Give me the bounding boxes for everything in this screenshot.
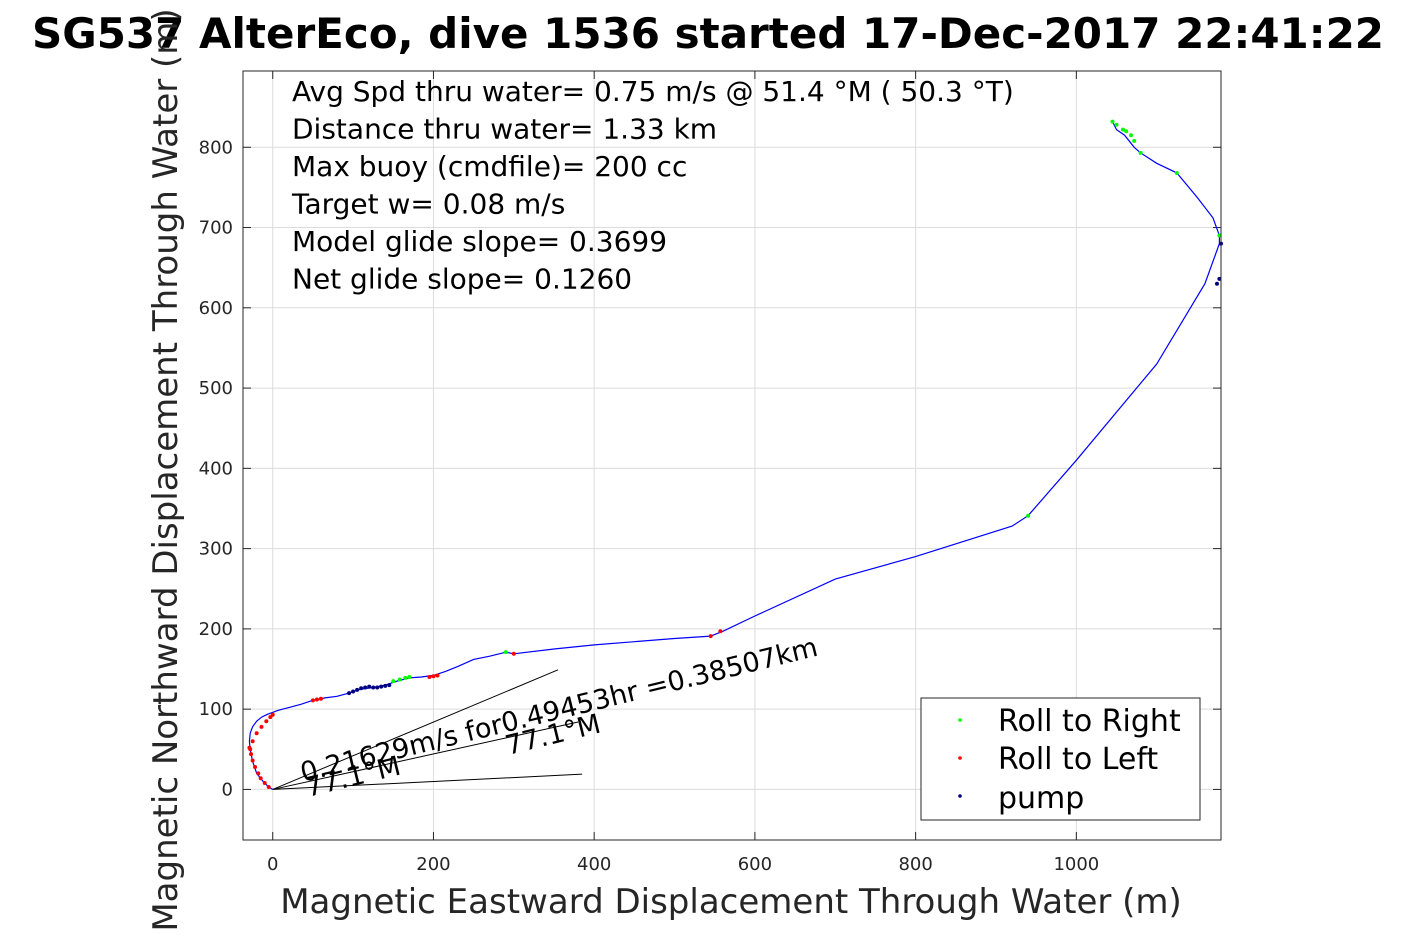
pump-point <box>1217 276 1222 281</box>
y-tick-label: 600 <box>199 298 233 319</box>
stats-line: Net glide slope= 0.1260 <box>292 263 632 296</box>
heading-lines <box>272 669 583 790</box>
x-axis-ticks: 0 200 400 600 800 1000 <box>267 71 1099 875</box>
heading-line <box>272 669 559 790</box>
roll-right-point <box>403 675 408 680</box>
pump-point <box>347 691 352 696</box>
plot-frame <box>242 70 1222 841</box>
x-tick-label: 600 <box>738 854 772 875</box>
roll-right-point <box>1132 138 1137 143</box>
pump-point <box>359 686 364 691</box>
pump-point <box>375 685 380 690</box>
stats-line: Max buoy (cmdfile)= 200 cc <box>292 150 687 183</box>
y-tick-label: 200 <box>199 619 233 640</box>
roll-left-point <box>249 752 254 757</box>
chart-title: SG537 AlterEco, dive 1536 started 17-Dec… <box>32 9 1384 58</box>
y-tick-label: 100 <box>199 699 233 720</box>
x-tick-label: 200 <box>416 854 450 875</box>
x-axis-label: Magnetic Eastward Displacement Through W… <box>280 882 1182 922</box>
roll-left-point <box>310 698 315 703</box>
roll-left-point <box>248 747 253 752</box>
y-tick-label: 300 <box>199 539 233 560</box>
roll-left-point <box>259 724 264 729</box>
roll-right-point <box>1110 119 1115 124</box>
stats-line: Model glide slope= 0.3699 <box>292 225 667 258</box>
roll-right-point <box>1128 133 1133 138</box>
stats-block: Avg Spd thru water= 0.75 m/s @ 51.4 °M (… <box>291 75 1014 296</box>
roll-right-point <box>1120 127 1125 132</box>
heading-line <box>272 773 583 790</box>
y-tick-label: 700 <box>199 218 233 239</box>
y-tick-label: 500 <box>199 378 233 399</box>
x-tick-label: 0 <box>267 854 278 875</box>
pump-point <box>355 687 360 692</box>
pump-point <box>371 685 376 690</box>
marker-points <box>247 119 1223 790</box>
roll-right-point <box>1217 233 1222 238</box>
legend-marker-pump <box>958 794 962 798</box>
roll-right-point <box>391 679 396 684</box>
stats-line: Avg Spd thru water= 0.75 m/s @ 51.4 °M (… <box>292 75 1014 108</box>
legend-label-roll-right: Roll to Right <box>998 704 1181 739</box>
legend-marker-roll-right <box>958 718 962 722</box>
roll-left-point <box>435 673 440 678</box>
roll-right-point <box>1124 129 1129 134</box>
x-tick-label: 400 <box>577 854 611 875</box>
roll-left-point <box>708 634 713 639</box>
roll-left-point <box>511 651 516 656</box>
pump-point <box>367 684 372 689</box>
legend: Roll to Right Roll to Left pump <box>920 697 1201 821</box>
y-axis-ticks: 0 100 200 300 400 500 600 700 800 <box>199 137 1221 800</box>
stats-line: Distance thru water= 1.33 km <box>292 113 717 146</box>
pump-point <box>387 683 392 688</box>
pump-point <box>379 684 384 689</box>
roll-right-point <box>407 675 412 680</box>
track-line <box>248 121 1221 790</box>
roll-left-point <box>250 758 255 763</box>
roll-left-point <box>314 697 319 702</box>
roll-left-point <box>264 719 269 724</box>
roll-left-point <box>258 776 263 781</box>
pump-point <box>363 685 368 690</box>
roll-left-point <box>262 781 267 786</box>
legend-label-roll-left: Roll to Left <box>998 742 1158 777</box>
roll-right-point <box>397 677 402 682</box>
pump-point <box>1214 281 1219 286</box>
roll-left-point <box>427 675 432 680</box>
roll-right-point <box>1114 122 1119 127</box>
y-tick-label: 0 <box>222 779 233 800</box>
x-tick-label: 1000 <box>1053 854 1099 875</box>
legend-label-pump: pump <box>998 781 1084 816</box>
roll-left-point <box>718 629 723 634</box>
y-tick-label: 800 <box>199 137 233 158</box>
y-tick-label: 400 <box>199 458 233 479</box>
legend-marker-roll-left <box>958 756 962 760</box>
stats-line: Target w= 0.08 m/s <box>291 188 565 221</box>
heading-line <box>272 721 579 790</box>
roll-left-point <box>318 696 323 701</box>
roll-left-point <box>431 674 436 679</box>
pump-point <box>383 683 388 688</box>
roll-left-point <box>256 771 261 776</box>
x-tick-label: 800 <box>898 854 932 875</box>
pump-point <box>351 689 356 694</box>
roll-right-point <box>503 650 508 655</box>
roll-left-point <box>254 731 259 736</box>
roll-left-point <box>250 739 255 744</box>
roll-right-point <box>1026 513 1031 518</box>
roll-left-point <box>266 785 271 790</box>
roll-right-point <box>1138 150 1143 155</box>
roll-right-point <box>1174 170 1179 175</box>
legend-box <box>920 697 1201 821</box>
roll-left-point <box>253 764 258 769</box>
roll-left-point <box>270 712 275 717</box>
y-axis-label: Magnetic Northward Displacement Through … <box>146 8 186 931</box>
